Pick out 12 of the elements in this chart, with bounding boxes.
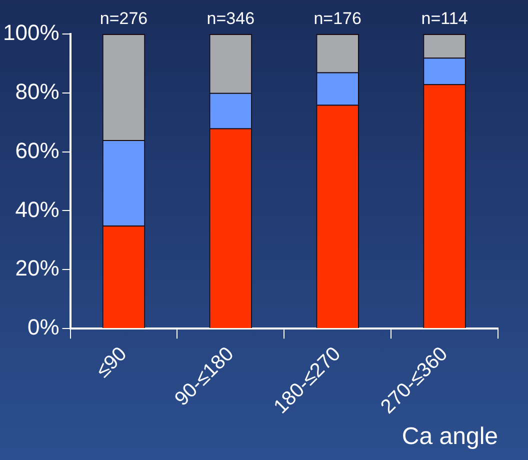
annotation: n=346 xyxy=(206,9,255,28)
annotation: n=276 xyxy=(100,9,148,28)
y-tick-label: 40% xyxy=(15,196,60,222)
y-tick-label: 60% xyxy=(15,138,60,163)
y-tick-label: 100% xyxy=(2,20,60,46)
annotation: n=114 xyxy=(421,9,468,28)
y-tick-label: 80% xyxy=(15,78,60,104)
x-axis-title: Ca angle xyxy=(402,423,498,450)
x-tick-label: ≤90 xyxy=(92,342,132,382)
annotation: n=176 xyxy=(314,9,362,28)
y-tick-label: 0% xyxy=(27,314,60,340)
y-tick-label: 20% xyxy=(15,256,60,281)
